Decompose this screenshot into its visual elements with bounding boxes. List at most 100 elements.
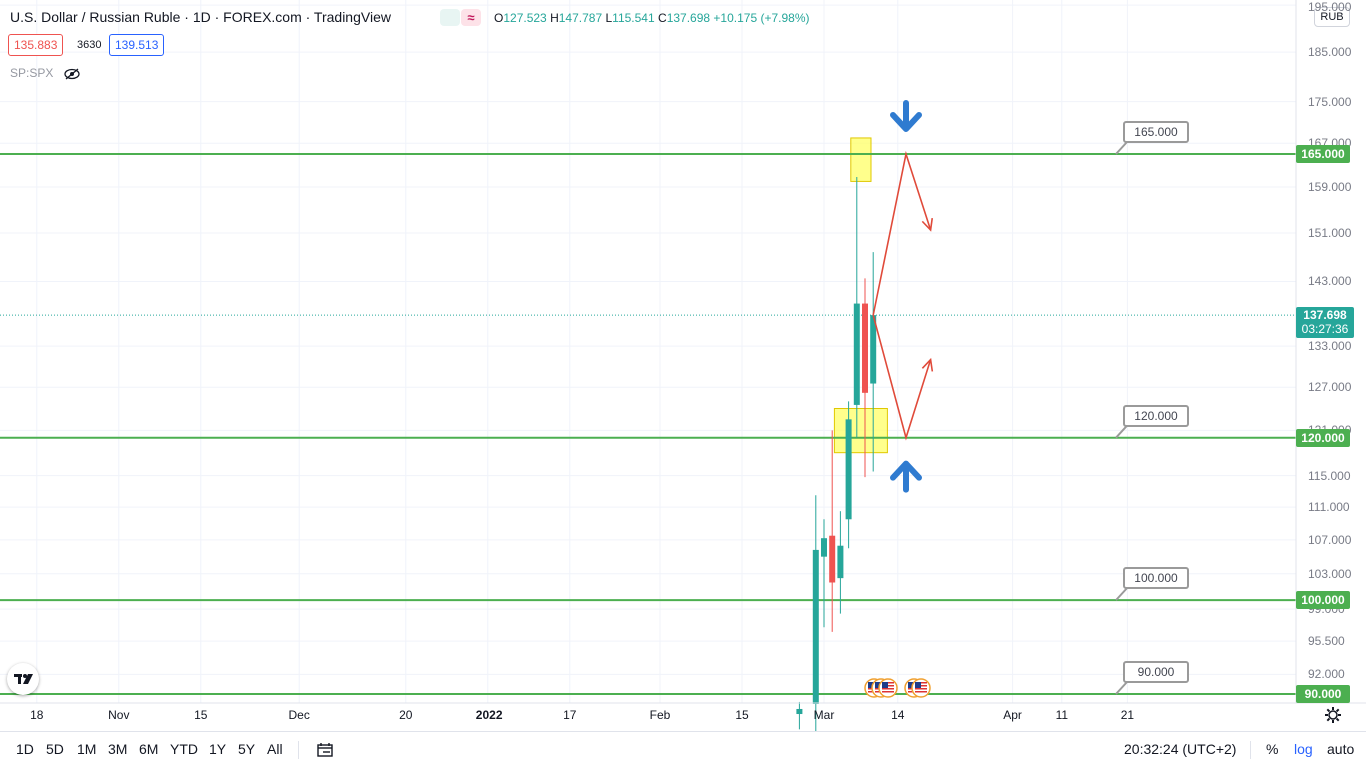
- time-tick-label: 15: [194, 708, 208, 722]
- highlight-box: [833, 407, 888, 454]
- callout-pointer: [1115, 681, 1128, 695]
- range-6m-button[interactable]: 6M: [139, 741, 159, 757]
- price-tick-label: 159.000: [1308, 179, 1352, 194]
- price-tick-label: 103.000: [1308, 566, 1352, 581]
- sell-price-button[interactable]: 135.883: [8, 34, 64, 56]
- price-level-label: 165.000: [1296, 145, 1350, 163]
- bottom-toolbar: 1D 5D 1M 3M 6M YTD 1Y 5Y All 20:32:24 (U…: [0, 731, 1366, 769]
- callout-pointer: [1115, 141, 1128, 155]
- callout-pointer: [1115, 587, 1128, 601]
- candle-body: [796, 708, 803, 715]
- calendar-range-icon[interactable]: [317, 742, 335, 758]
- price-tick-label: 175.000: [1308, 94, 1352, 109]
- price-tick-label: 195.000: [1308, 0, 1352, 14]
- time-tick-label: 21: [1120, 708, 1135, 722]
- range-3m-button[interactable]: 3M: [108, 741, 128, 757]
- clock-time[interactable]: 20:32:24 (UTC+2): [1124, 741, 1237, 757]
- candle: [853, 176, 860, 438]
- us-flag-icon[interactable]: [878, 678, 898, 698]
- flag-stripe: [882, 688, 894, 690]
- percent-scale-button[interactable]: %: [1266, 741, 1279, 757]
- time-tick-label: 2022: [475, 708, 503, 722]
- time-tick-label: 20: [399, 708, 413, 722]
- auto-scale-button[interactable]: auto: [1327, 741, 1355, 757]
- candle-body: [862, 303, 868, 393]
- arrow-head: [890, 111, 922, 132]
- price-tick-label: 95.500: [1308, 634, 1345, 649]
- flag-canton: [915, 682, 921, 688]
- arrow-down-icon: [890, 99, 922, 132]
- candle-body: [829, 535, 836, 583]
- symbol-title[interactable]: U.S. Dollar / Russian Ruble · 1D · FOREX…: [10, 9, 391, 25]
- level-callout[interactable]: 120.000: [1123, 404, 1189, 427]
- candle: [812, 495, 819, 731]
- green-dot-icon[interactable]: [440, 9, 460, 26]
- scenario-arrowhead: [921, 357, 934, 372]
- callout-pointer: [1115, 425, 1128, 439]
- gear-icon[interactable]: [1324, 706, 1342, 724]
- tradingview-logo-mark: [14, 674, 33, 684]
- flag-stripe: [915, 691, 927, 693]
- chart-canvas[interactable]: [0, 0, 1366, 731]
- price-tick-label: 151.000: [1308, 225, 1352, 240]
- candle-body: [812, 549, 819, 704]
- time-tick-label: 11: [1055, 708, 1069, 722]
- range-5d-button[interactable]: 5D: [46, 741, 64, 757]
- candle: [821, 519, 827, 628]
- candle: [862, 278, 868, 478]
- price-tick-label: 107.000: [1308, 532, 1352, 547]
- level-callout[interactable]: 90.000: [1123, 661, 1189, 683]
- range-1y-button[interactable]: 1Y: [209, 741, 227, 757]
- price-tick-label: 111.000: [1308, 500, 1350, 515]
- price-tick-label: 185.000: [1308, 45, 1352, 60]
- range-all-button[interactable]: All: [267, 741, 283, 757]
- us-flag-icon[interactable]: [911, 678, 931, 698]
- compare-symbol-label: SP:SPX: [10, 66, 54, 80]
- candle: [845, 401, 852, 549]
- level-callout[interactable]: 100.000: [1123, 567, 1189, 590]
- flag-canton: [875, 682, 881, 688]
- candle: [796, 701, 803, 730]
- flag-stripe: [915, 688, 927, 690]
- time-tick-label: Mar: [813, 708, 835, 722]
- price-tick-label: 92.000: [1308, 667, 1345, 682]
- currency-button[interactable]: RUB: [1314, 7, 1350, 27]
- toolbar-divider: [298, 741, 299, 759]
- current-price-value: 137.698: [1303, 308, 1347, 323]
- flag-canton: [882, 682, 888, 688]
- wave-icon[interactable]: ≈: [461, 9, 481, 26]
- compare-symbol-legend[interactable]: SP:SPX: [10, 66, 81, 81]
- price-tick-label: 143.000: [1308, 274, 1352, 289]
- candle-body: [821, 538, 827, 557]
- eye-off-icon[interactable]: [63, 67, 81, 81]
- ohlc-values: O127.523 H147.787 L115.541 C137.698 +10.…: [494, 11, 810, 25]
- time-tick-label: 15: [735, 708, 749, 722]
- price-level-lines: [0, 141, 1296, 695]
- highlight-box: [850, 137, 872, 182]
- price-tick-label: 127.000: [1308, 380, 1352, 395]
- price-level-label: 120.000: [1296, 428, 1350, 447]
- scenario-path: [872, 150, 932, 316]
- time-tick-label: 14: [891, 708, 905, 722]
- range-ytd-button[interactable]: YTD: [170, 741, 198, 757]
- chart-highlight-layer: [833, 137, 888, 454]
- time-tick-label: 18: [30, 708, 44, 722]
- candle-body: [837, 545, 844, 579]
- candle: [870, 252, 877, 472]
- price-tick-label: 115.000: [1308, 468, 1351, 483]
- candle: [829, 430, 836, 632]
- range-5y-button[interactable]: 5Y: [238, 741, 256, 757]
- time-tick-label: Dec: [288, 708, 310, 722]
- level-callout[interactable]: 165.000: [1123, 121, 1189, 143]
- buy-price-button[interactable]: 139.513: [109, 34, 165, 56]
- tradingview-logo-icon[interactable]: [7, 663, 39, 695]
- symbol-legend[interactable]: U.S. Dollar / Russian Ruble · 1D · FOREX…: [10, 9, 391, 25]
- range-1d-button[interactable]: 1D: [16, 741, 34, 757]
- economic-events-layer: [864, 678, 931, 698]
- candle: [837, 511, 844, 614]
- time-tick-label: 17: [563, 708, 577, 722]
- scenario-path: [872, 314, 932, 441]
- flag-canton: [868, 682, 874, 688]
- log-scale-button[interactable]: log: [1294, 741, 1313, 757]
- range-1m-button[interactable]: 1M: [77, 741, 97, 757]
